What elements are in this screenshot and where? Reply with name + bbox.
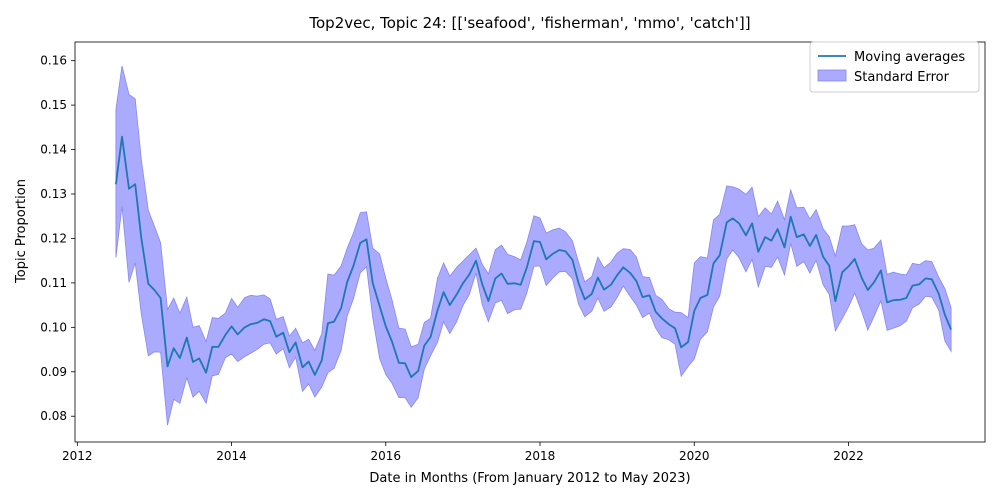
- y-tick-label: 0.15: [40, 98, 67, 112]
- y-tick-label: 0.13: [40, 187, 67, 201]
- x-tick-label: 2018: [525, 449, 556, 463]
- y-tick-label: 0.08: [40, 409, 67, 423]
- x-tick-label: 2014: [216, 449, 247, 463]
- plot-frame: [74, 41, 986, 443]
- y-tick-label: 0.10: [40, 320, 67, 334]
- y-axis-label: Topic Proportion: [14, 179, 29, 284]
- legend-label-standard-error: Standard Error: [854, 70, 950, 85]
- legend: Moving averages Standard Error: [809, 41, 980, 93]
- moving-averages-line: [115, 135, 952, 379]
- chart-title: Top2vec, Topic 24: [['seafood', 'fisherm…: [308, 14, 750, 32]
- y-tick-label: 0.16: [40, 54, 67, 68]
- x-tick-label: 2012: [62, 449, 93, 463]
- x-tick-label: 2016: [371, 449, 402, 463]
- x-tick-label: 2020: [679, 449, 710, 463]
- x-axis-label: Date in Months (From January 2012 to May…: [369, 471, 690, 486]
- axes: 2012 2014 2016 2018 2020 2022 0.08 0.09 0.10 0.11…: [40, 41, 986, 463]
- x-tick-label: 2022: [833, 449, 864, 463]
- legend-label-moving-averages: Moving averages: [854, 50, 965, 65]
- y-tick-label: 0.09: [40, 365, 67, 379]
- plot-area: [115, 65, 952, 426]
- legend-swatch-standard-error: [817, 69, 847, 82]
- y-tick-label: 0.11: [40, 276, 67, 290]
- y-tick-label: 0.14: [40, 143, 67, 157]
- legend-frame: [809, 41, 980, 93]
- y-tick-label: 0.12: [40, 231, 67, 245]
